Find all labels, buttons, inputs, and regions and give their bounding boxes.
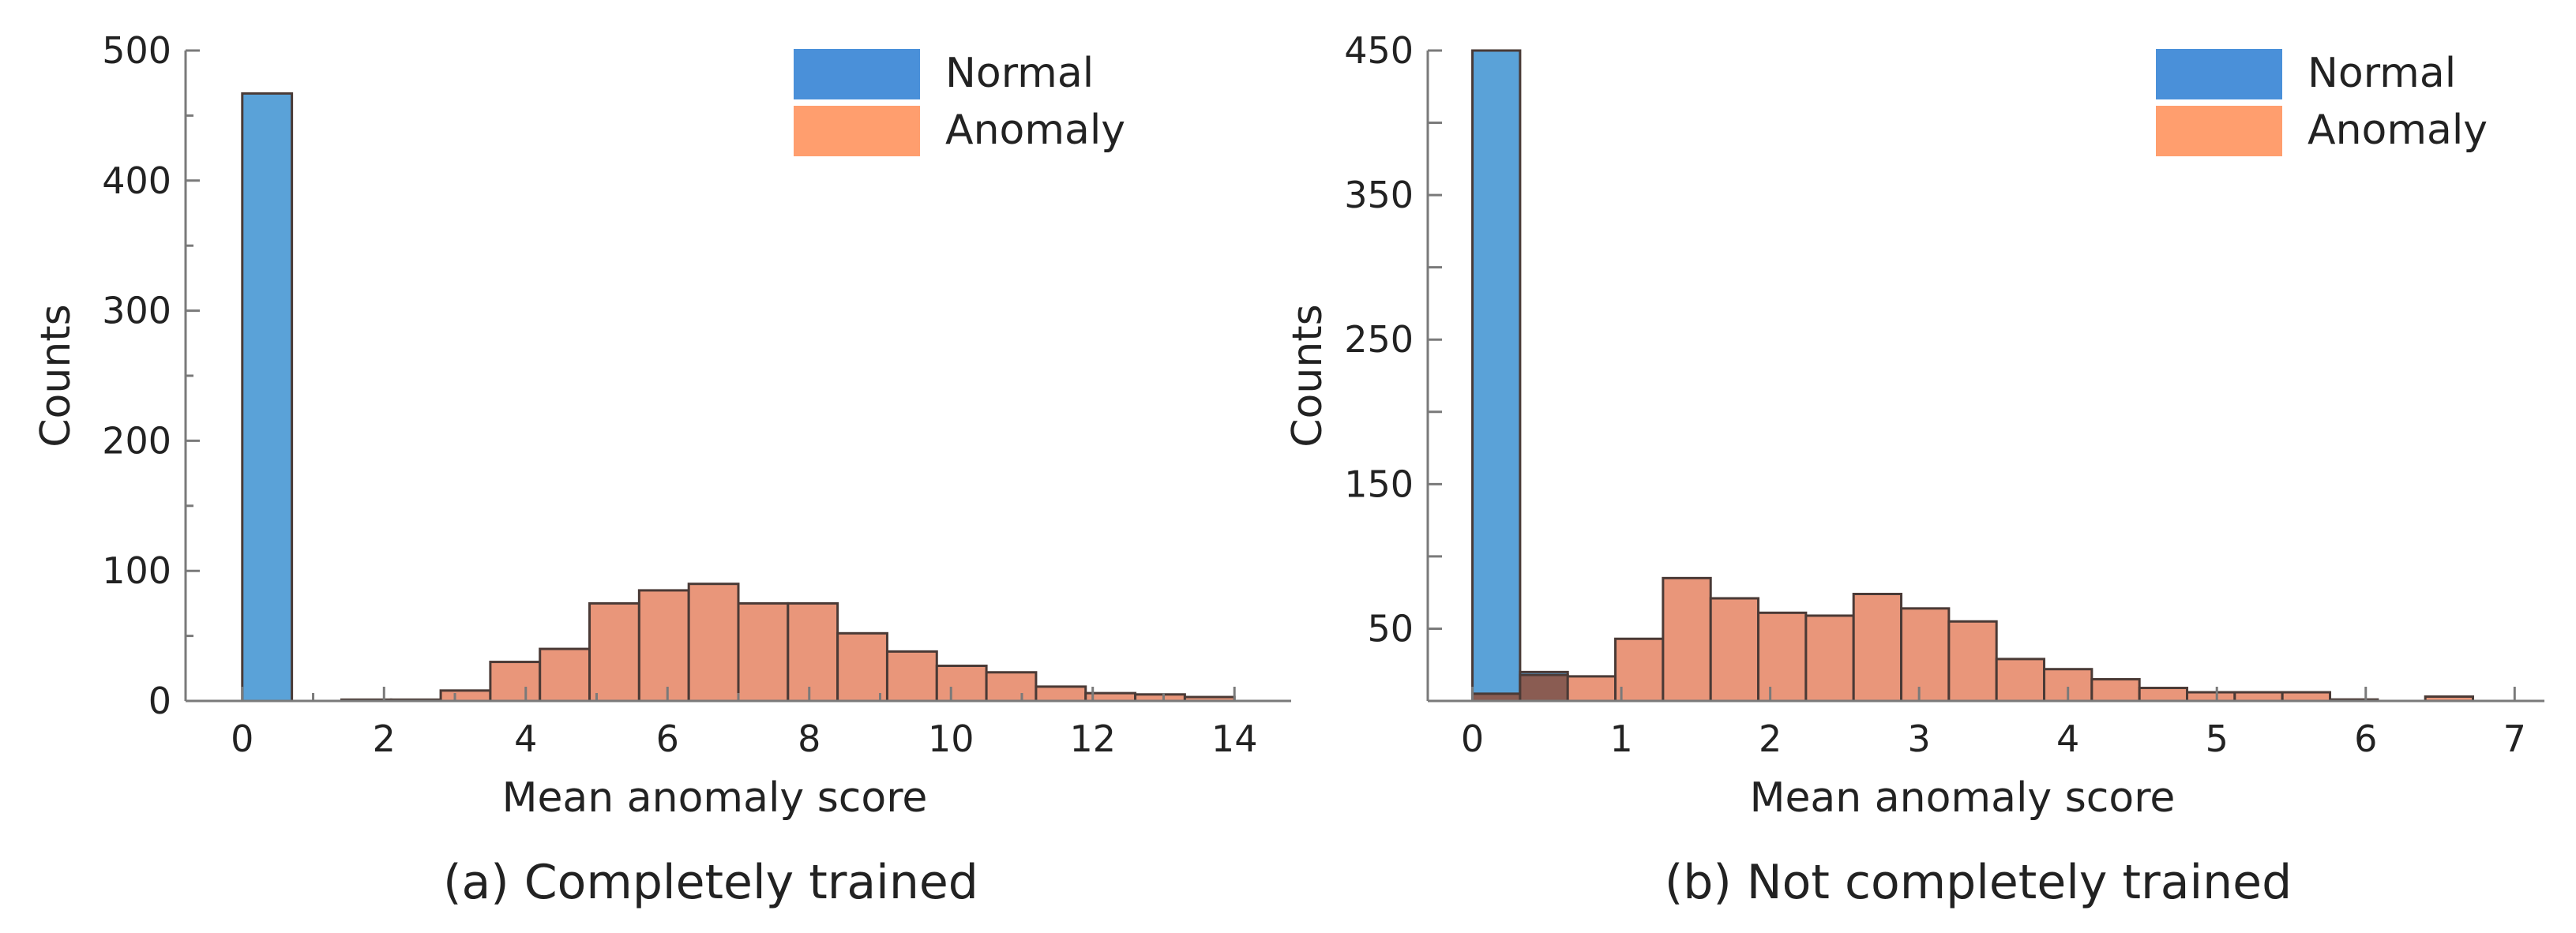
bar-anomaly-b-8 (1852, 592, 1903, 703)
x-tick-label-a-5: 10 (928, 718, 974, 760)
y-tick-label-a-5: 500 (102, 29, 171, 72)
bar-anomaly-b-1 (1519, 673, 1569, 703)
y-tick-label-a-2: 200 (102, 419, 171, 462)
bar-anomaly-b-17 (2281, 691, 2332, 703)
bar-anomaly-a-4 (539, 647, 591, 703)
bar-anomaly-b-3 (1614, 637, 1665, 703)
bar-anomaly-a-2 (439, 689, 492, 703)
bar-anomaly-b-2 (1566, 675, 1617, 703)
x-tick-label-b-6: 6 (2354, 718, 2377, 760)
bar-anomaly-b-5 (1709, 597, 1760, 703)
bar-anomaly-a-12 (935, 665, 988, 703)
x-tick-label-a-0: 0 (231, 718, 253, 760)
bar-anomaly-a-11 (885, 650, 938, 703)
y-tick-label-b-5: 250 (1344, 318, 1414, 361)
bar-anomaly-a-5 (588, 601, 640, 703)
bar-anomaly-a-9 (787, 601, 839, 703)
y-tick-label-a-0: 0 (148, 680, 171, 722)
x-tick-label-b-2: 2 (1759, 718, 1782, 760)
bar-anomaly-a-3 (489, 661, 542, 703)
bar-anomaly-b-13 (2090, 678, 2141, 703)
y-tick-label-b-1: 50 (1367, 607, 1414, 650)
chart-panel-a: 0 2 4 6 8 10 12 14 0 100 200 300 400 500 Mean anomaly … (32, 29, 1291, 910)
bar-anomaly-a-8 (737, 601, 790, 703)
bar-anomaly-b-9 (1900, 607, 1951, 703)
bar-normal-a-0 (241, 92, 294, 703)
x-tick-label-a-1: 2 (373, 718, 396, 760)
bar-anomaly-b-15 (2186, 691, 2236, 703)
x-tick-label-b-4: 4 (2056, 718, 2079, 760)
legend-swatch-b-1 (2156, 106, 2282, 156)
y-axis-label-b: Counts (1284, 304, 1331, 448)
bar-anomaly-a-6 (637, 589, 690, 703)
legend-swatch-a-0 (794, 49, 920, 99)
bar-anomaly-a-7 (687, 583, 740, 703)
bar-anomaly-a-13 (985, 671, 1038, 703)
y-axis-label-a: Counts (32, 304, 80, 448)
x-tick-label-a-6: 12 (1069, 718, 1116, 760)
x-tick-label-b-5: 5 (2206, 718, 2229, 760)
x-tick-label-a-3: 6 (656, 718, 679, 760)
caption-b: (b) Not completely trained (1665, 855, 2292, 910)
y-tick-label-a-3: 300 (102, 290, 171, 332)
legend-label-a-0: Normal (945, 50, 1094, 97)
y-tick-label-b-3: 150 (1344, 463, 1414, 505)
legend-label-b-0: Normal (2308, 50, 2456, 97)
y-tick-label-b-7: 350 (1344, 174, 1414, 216)
x-tick-label-b-7: 7 (2503, 718, 2526, 760)
bar-anomaly-b-16 (2233, 691, 2284, 703)
y-tick-label-a-1: 100 (102, 549, 171, 592)
x-tick-label-b-1: 1 (1609, 718, 1632, 760)
bar-anomaly-a-14 (1035, 685, 1087, 703)
bar-normal-b-0 (1471, 49, 1522, 703)
y-tick-label-a-4: 400 (102, 159, 171, 202)
y-tick-label-b-9: 450 (1344, 29, 1414, 72)
bar-anomaly-b-11 (1995, 658, 2046, 703)
bar-anomaly-b-4 (1662, 576, 1712, 703)
caption-a: (a) Completely trained (443, 855, 978, 910)
x-tick-label-b-3: 3 (1908, 718, 1931, 760)
chart-panel-b: 0 1 2 3 4 5 6 7 50 150 250 350 450 Mean anomaly score… (1284, 29, 2544, 910)
x-tick-label-b-0: 0 (1461, 718, 1484, 760)
legend-label-a-1: Anomaly (945, 107, 1125, 154)
x-tick-label-a-7: 14 (1211, 718, 1258, 760)
bar-anomaly-b-10 (1947, 620, 1998, 703)
bar-anomaly-b-7 (1804, 614, 1855, 703)
bar-anomaly-b-14 (2138, 687, 2189, 703)
legend-swatch-b-0 (2156, 49, 2282, 99)
legend-label-b-1: Anomaly (2308, 107, 2488, 154)
x-axis-label-a: Mean anomaly score (502, 774, 928, 822)
legend-swatch-a-1 (794, 106, 920, 156)
x-tick-label-a-2: 4 (514, 718, 537, 760)
x-axis-label-b: Mean anomaly score (1750, 774, 2176, 822)
bar-anomaly-a-10 (836, 631, 888, 703)
x-tick-label-a-4: 8 (798, 718, 820, 760)
bar-anomaly-b-6 (1757, 611, 1808, 703)
